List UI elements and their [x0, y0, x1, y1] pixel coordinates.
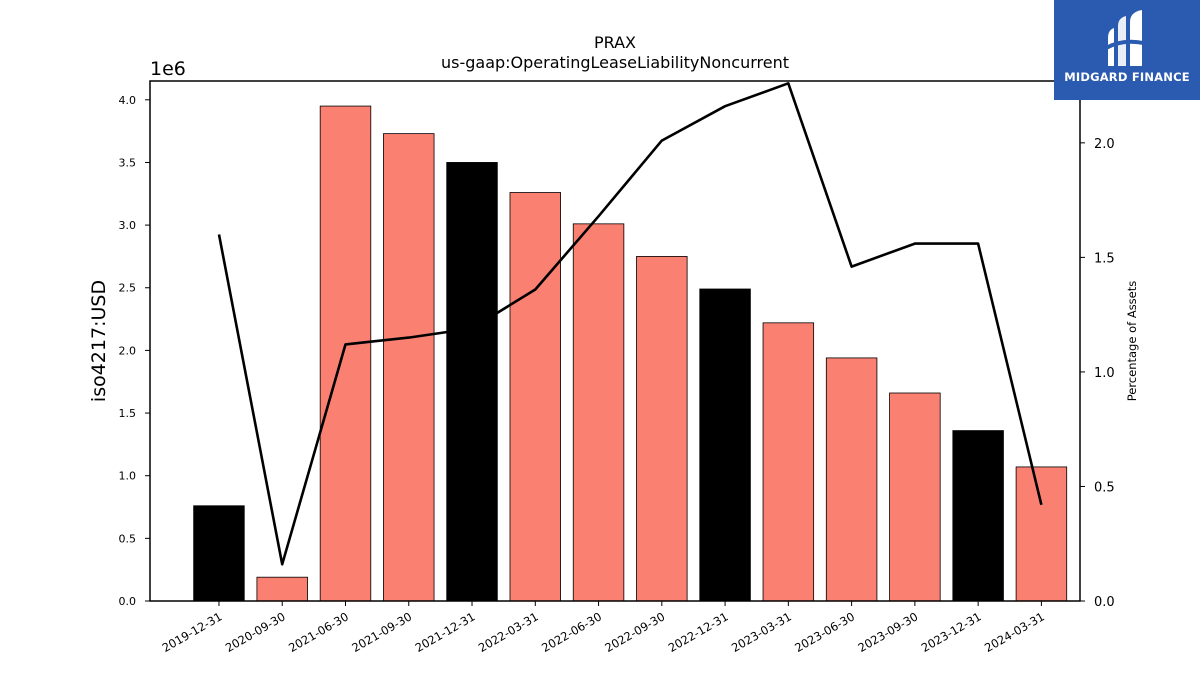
- bar-2021-12-31: [446, 162, 498, 602]
- y-multiplier-label: 1e6: [150, 58, 186, 80]
- bar-2021-06-30: [319, 105, 372, 602]
- bar-2023-12-31: [952, 430, 1004, 602]
- y2-tick-label: 0.5: [1094, 480, 1115, 495]
- x-tick-label: 2022-06-30: [539, 609, 604, 655]
- bar-2019-12-31: [193, 505, 245, 602]
- bar-2020-09-30: [256, 576, 308, 602]
- bar-2024-03-31: [1015, 466, 1068, 602]
- logo-text: MIDGARD FINANCE: [1064, 70, 1190, 84]
- y2-tick-label: 2.0: [1094, 137, 1115, 152]
- y-tick-label: 2.0: [119, 344, 137, 357]
- x-tick-label: 2024-03-31: [982, 609, 1047, 655]
- chart-subtitle: us-gaap:OperatingLeaseLiabilityNoncurren…: [441, 53, 789, 72]
- logo-mark-icon: [1105, 10, 1149, 66]
- y-tick-label: 1.5: [119, 407, 137, 420]
- x-tick-label: 2023-12-31: [919, 609, 984, 655]
- x-tick-label: 2022-03-31: [476, 609, 541, 655]
- x-tick-label: 2019-12-31: [160, 609, 225, 655]
- y-tick-label: 3.0: [119, 219, 137, 232]
- y2-tick-label: 1.0: [1094, 366, 1115, 381]
- y2-tick-label: 1.5: [1094, 251, 1115, 266]
- x-tick-label: 2021-09-30: [349, 609, 414, 655]
- x-tick-label: 2022-09-30: [602, 609, 667, 655]
- plot-frame: [149, 80, 1081, 602]
- line-group: [217, 82, 1043, 566]
- x-tick-label: 2020-09-30: [223, 609, 288, 655]
- bar-2021-09-30: [383, 133, 435, 602]
- chart-title: PRAX: [594, 33, 636, 52]
- y-tick-label: 2.5: [119, 282, 137, 295]
- bar-2022-09-30: [636, 256, 688, 602]
- y-tick-label: 1.0: [119, 470, 137, 483]
- y-axis-label: iso4217:USD: [88, 280, 110, 402]
- x-tick-label: 2023-03-31: [729, 609, 794, 655]
- y-tick-label: 3.5: [119, 156, 137, 169]
- bar-2023-09-30: [889, 392, 941, 602]
- x-tick-label: 2021-06-30: [286, 609, 351, 655]
- percentage-of-assets-line: [217, 82, 1043, 566]
- bars-group: [193, 105, 1068, 602]
- y-tick-label: 0.0: [119, 595, 137, 608]
- bar-2022-12-31: [699, 288, 751, 602]
- x-tick-label: 2023-09-30: [855, 609, 920, 655]
- bar-2023-03-31: [762, 322, 815, 602]
- y-tick-label: 4.0: [119, 94, 137, 107]
- x-tick-label: 2021-12-31: [413, 609, 478, 655]
- bar-2022-03-31: [509, 192, 561, 602]
- midgard-finance-logo: MIDGARD FINANCE: [1054, 0, 1200, 100]
- x-tick-label: 2023-06-30: [792, 609, 857, 655]
- y2-axis-label: Percentage of Assets: [1125, 281, 1139, 402]
- bar-2022-06-30: [572, 223, 625, 602]
- bar-2023-06-30: [825, 357, 878, 602]
- x-tick-label: 2022-12-31: [666, 609, 731, 655]
- y-tick-label: 0.5: [119, 532, 137, 545]
- y2-tick-label: 0.0: [1094, 595, 1115, 610]
